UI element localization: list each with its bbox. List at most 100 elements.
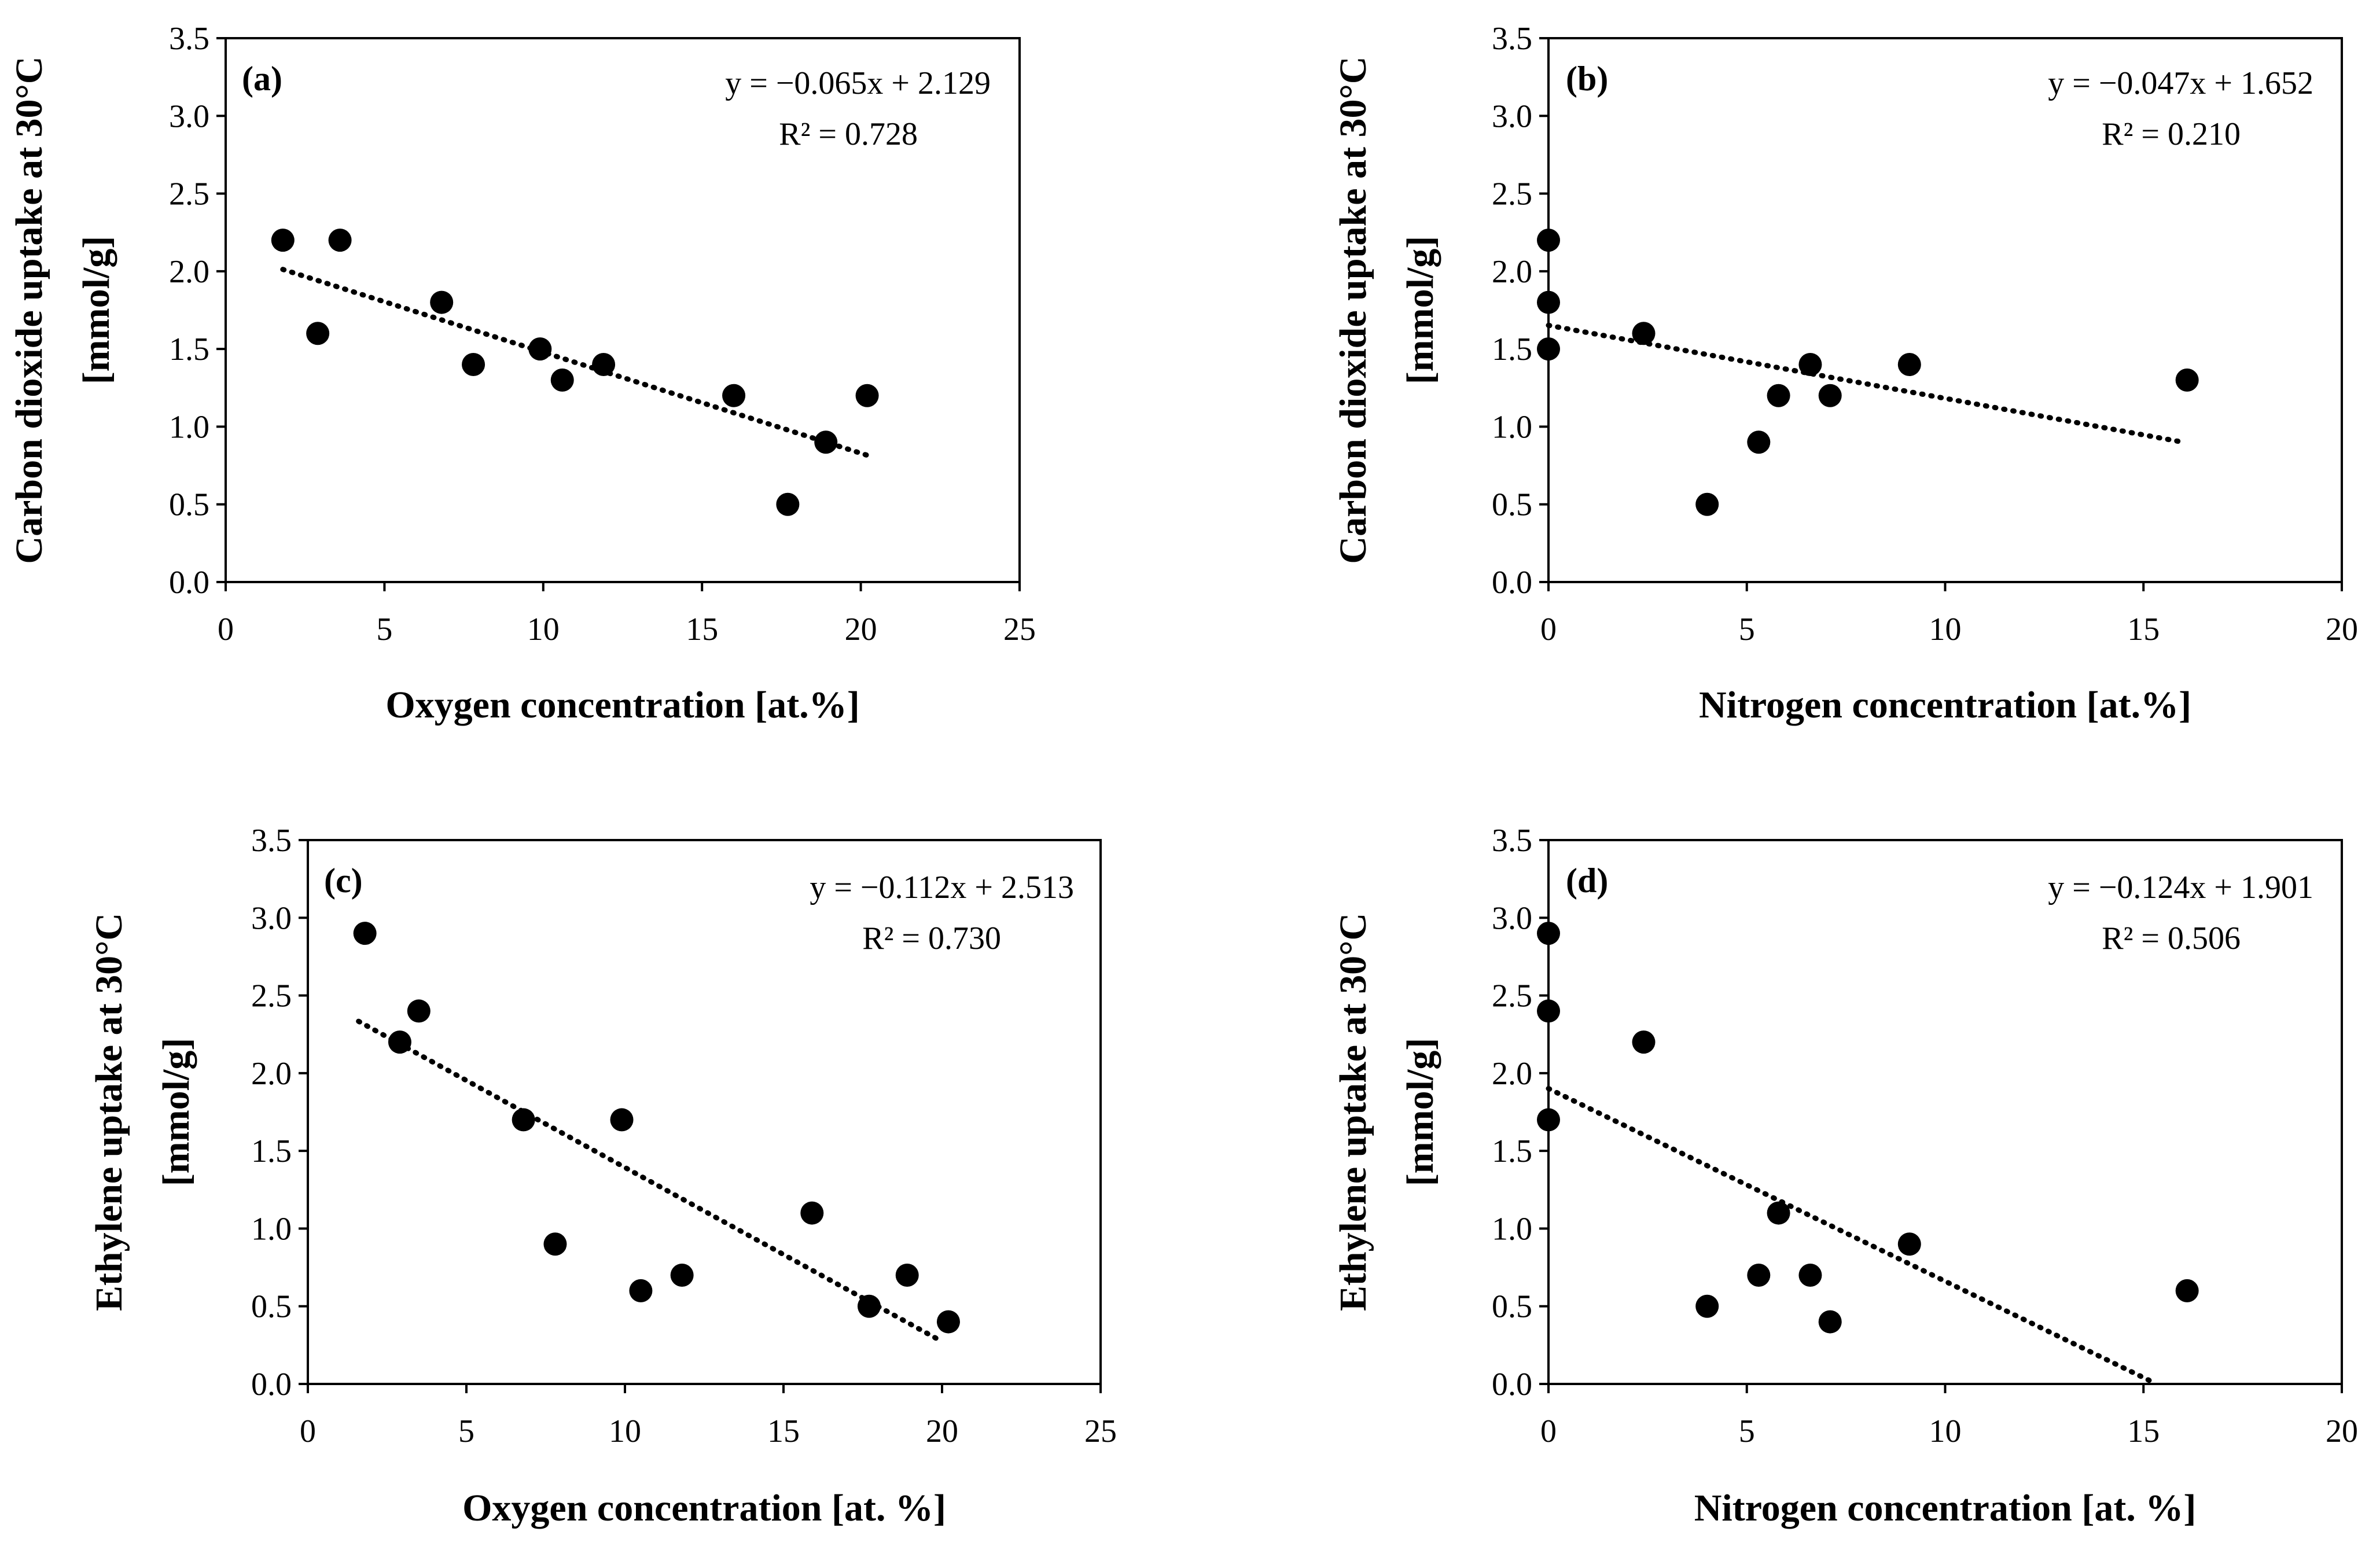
data-point	[1537, 1108, 1560, 1132]
y-axis-label: [mmol/g]	[155, 1038, 197, 1187]
regression-equation: y = −0.047x + 1.652	[2048, 65, 2313, 101]
r-squared: R² = 0.210	[2102, 116, 2241, 152]
y-tick-label: 1.0	[1492, 409, 1532, 445]
data-point	[407, 999, 431, 1023]
y-tick-label: 2.0	[251, 1056, 292, 1092]
x-tick-label: 20	[2326, 612, 2358, 647]
y-tick-label: 2.5	[1492, 978, 1532, 1014]
r-squared: R² = 0.506	[2102, 921, 2241, 956]
plot-frame	[225, 37, 1021, 583]
r-squared: R² = 0.730	[862, 921, 1001, 956]
data-point	[1818, 1310, 1842, 1334]
panel-d: 0.0 0.5 1.0 1.5 2.0 2.5 3.0 3.5 0 5 10 15 20 (d) y = −…	[1332, 823, 2358, 1529]
y-tick-label: 1.0	[169, 409, 209, 445]
plot-frame	[307, 839, 1102, 1385]
y-tick-label: 3.5	[1492, 823, 1532, 859]
data-point	[592, 353, 616, 376]
regression-equation: y = −0.065x + 2.129	[725, 65, 991, 101]
data-point	[800, 1201, 824, 1225]
data-point	[722, 384, 746, 407]
y-tick-label: 1.0	[251, 1211, 292, 1247]
data-point	[550, 368, 574, 392]
y-tick-label: 0.0	[251, 1367, 292, 1402]
trendline	[356, 1018, 945, 1345]
y-tick-label: 0.5	[1492, 1289, 1532, 1325]
data-point	[1537, 229, 1560, 252]
x-tick-label: 0	[300, 1413, 316, 1449]
data-point	[430, 290, 454, 314]
regression-equation: y = −0.124x + 1.901	[2048, 870, 2313, 905]
x-tick-label: 20	[926, 1413, 958, 1449]
x-tick-label: 5	[1739, 1413, 1755, 1449]
y-tick-label: 1.5	[251, 1133, 292, 1169]
data-point	[2175, 1279, 2199, 1302]
data-point	[1767, 1201, 1790, 1225]
data-point	[353, 922, 377, 945]
x-tick-label: 5	[458, 1413, 474, 1449]
panel-c: 0.0 0.5 1.0 1.5 2.0 2.5 3.0 3.5 0 5 10 15 20 25 (c) y =…	[88, 823, 1117, 1529]
data-point	[388, 1030, 411, 1054]
data-point	[1798, 1264, 1822, 1287]
y-tick-label: 2.5	[169, 176, 209, 212]
data-point	[629, 1279, 653, 1302]
x-tick-label: 0	[1540, 612, 1557, 647]
data-point	[1747, 430, 1771, 454]
y-tick-label: 3.5	[251, 823, 292, 859]
y-tick-label: 2.0	[169, 254, 209, 290]
y-tick-label: 1.0	[1492, 1211, 1532, 1247]
x-tick-label: 25	[1084, 1413, 1117, 1449]
data-point	[1632, 1030, 1656, 1054]
y-axis-label: [mmol/g]	[1399, 1038, 1441, 1187]
regression-equation: y = −0.112x + 2.513	[810, 870, 1074, 905]
y-axis-label: Ethylene uptake at 30°C	[88, 913, 130, 1311]
data-point	[610, 1108, 634, 1132]
trendline	[280, 267, 870, 458]
data-point	[1798, 353, 1822, 376]
x-tick-label: 5	[1739, 612, 1755, 647]
x-tick-label: 20	[845, 612, 877, 647]
y-tick-label: 0.0	[1492, 565, 1532, 601]
y-tick-label: 3.0	[1492, 900, 1532, 936]
y-axis-label: [mmol/g]	[75, 236, 117, 385]
panel-label: (c)	[324, 861, 363, 900]
data-point	[776, 492, 800, 516]
y-tick-label: 2.5	[1492, 176, 1532, 212]
y-tick-label: 3.5	[1492, 21, 1532, 57]
x-tick-label: 10	[609, 1413, 641, 1449]
data-point	[1767, 384, 1790, 407]
data-point	[1897, 353, 1921, 376]
panel-a: 0.0 0.5 1.0 1.5 2.0 2.5 3.0 3.5 0 5 10 15 20 25 (a) y =…	[8, 21, 1036, 726]
y-axis-label: [mmol/g]	[1399, 236, 1441, 385]
data-point	[1537, 999, 1560, 1023]
x-tick-label: 5	[376, 612, 392, 647]
y-tick-label: 3.0	[169, 98, 209, 134]
y-tick-label: 0.0	[1492, 1367, 1532, 1402]
x-axis-label: Nitrogen concentration [at. %]	[1694, 1487, 2197, 1529]
data-point	[1747, 1264, 1771, 1287]
data-point	[1632, 322, 1656, 345]
data-point	[1695, 492, 1719, 516]
r-squared: R² = 0.728	[779, 116, 918, 152]
y-tick-label: 2.0	[1492, 1056, 1532, 1092]
y-tick-label: 0.0	[169, 565, 209, 601]
x-tick-label: 15	[686, 612, 718, 647]
y-tick-label: 0.5	[1492, 487, 1532, 523]
x-tick-label: 10	[527, 612, 560, 647]
trendline	[1546, 322, 2186, 445]
x-tick-label: 15	[2127, 1413, 2160, 1449]
y-axis-label: Carbon dioxide uptake at 30°C	[1332, 56, 1374, 564]
data-point	[1537, 337, 1560, 361]
x-axis-label: Nitrogen concentration [at.%]	[1699, 684, 2191, 726]
data-point	[895, 1264, 919, 1287]
data-point	[512, 1108, 535, 1132]
y-axis-label: Ethylene uptake at 30°C	[1332, 913, 1374, 1311]
data-point	[2175, 368, 2199, 392]
data-point	[1818, 384, 1842, 407]
panel-label: (a)	[242, 60, 282, 98]
data-point	[462, 353, 485, 376]
x-axis-label: Oxygen concentration [at.%]	[385, 684, 859, 726]
panel-label: (b)	[1566, 60, 1608, 98]
trendline	[1546, 1085, 2158, 1386]
data-point	[1695, 1294, 1719, 1318]
